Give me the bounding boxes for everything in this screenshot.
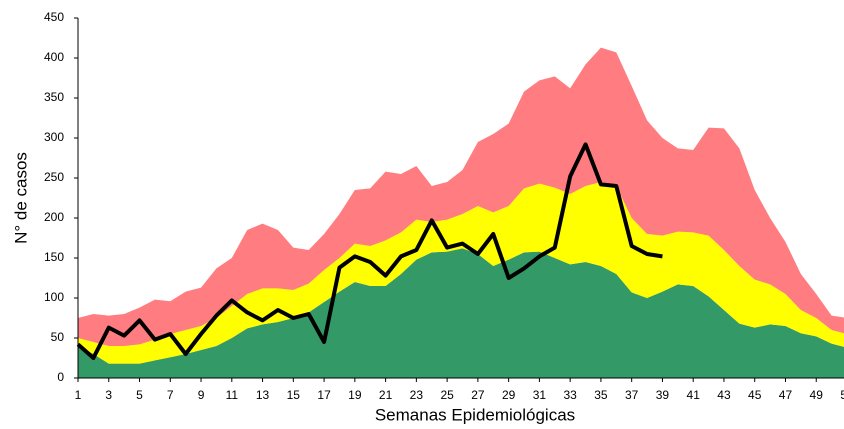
x-tick-label: 47	[779, 388, 793, 402]
x-tick-label: 33	[563, 388, 577, 402]
x-tick-label: 13	[256, 388, 270, 402]
x-tick-label: 35	[594, 388, 608, 402]
x-axis-title: Semanas Epidemiológicas	[375, 405, 575, 424]
y-tick-label: 450	[44, 10, 64, 24]
x-tick-label: 39	[656, 388, 670, 402]
y-tick-label: 400	[44, 50, 64, 64]
x-tick-label: 25	[440, 388, 454, 402]
y-tick-label: 200	[44, 210, 64, 224]
y-tick-label: 100	[44, 290, 64, 304]
x-tick-label: 9	[198, 388, 205, 402]
x-tick-label: 1	[75, 388, 82, 402]
y-tick-label: 300	[44, 130, 64, 144]
x-tick-label: 51	[840, 388, 844, 402]
y-axis-title: N° de casos	[11, 152, 30, 244]
x-tick-label: 43	[717, 388, 731, 402]
x-tick-label: 29	[502, 388, 516, 402]
x-tick-label: 37	[625, 388, 639, 402]
area	[78, 248, 844, 378]
x-tick-label: 7	[167, 388, 174, 402]
x-tick-label: 27	[471, 388, 485, 402]
y-tick-label: 150	[44, 250, 64, 264]
x-tick-label: 23	[410, 388, 424, 402]
x-tick-label: 49	[810, 388, 824, 402]
x-tick-label: 5	[136, 388, 143, 402]
y-tick-label: 50	[51, 330, 65, 344]
area	[78, 182, 844, 364]
x-tick-label: 11	[226, 388, 239, 402]
x-tick-label: 45	[748, 388, 762, 402]
x-tick-label: 19	[348, 388, 362, 402]
x-tick-label: 41	[687, 388, 701, 402]
y-tick-label: 0	[57, 370, 64, 384]
x-tick-label: 21	[379, 388, 393, 402]
y-tick-label: 350	[44, 90, 64, 104]
area	[78, 47, 844, 346]
line	[76, 142, 663, 360]
x-tick-label: 17	[317, 388, 331, 402]
y-tick-label: 250	[44, 170, 64, 184]
x-tick-label: 3	[105, 388, 112, 402]
x-tick-label: 31	[533, 388, 547, 402]
x-tick-label: 15	[287, 388, 301, 402]
